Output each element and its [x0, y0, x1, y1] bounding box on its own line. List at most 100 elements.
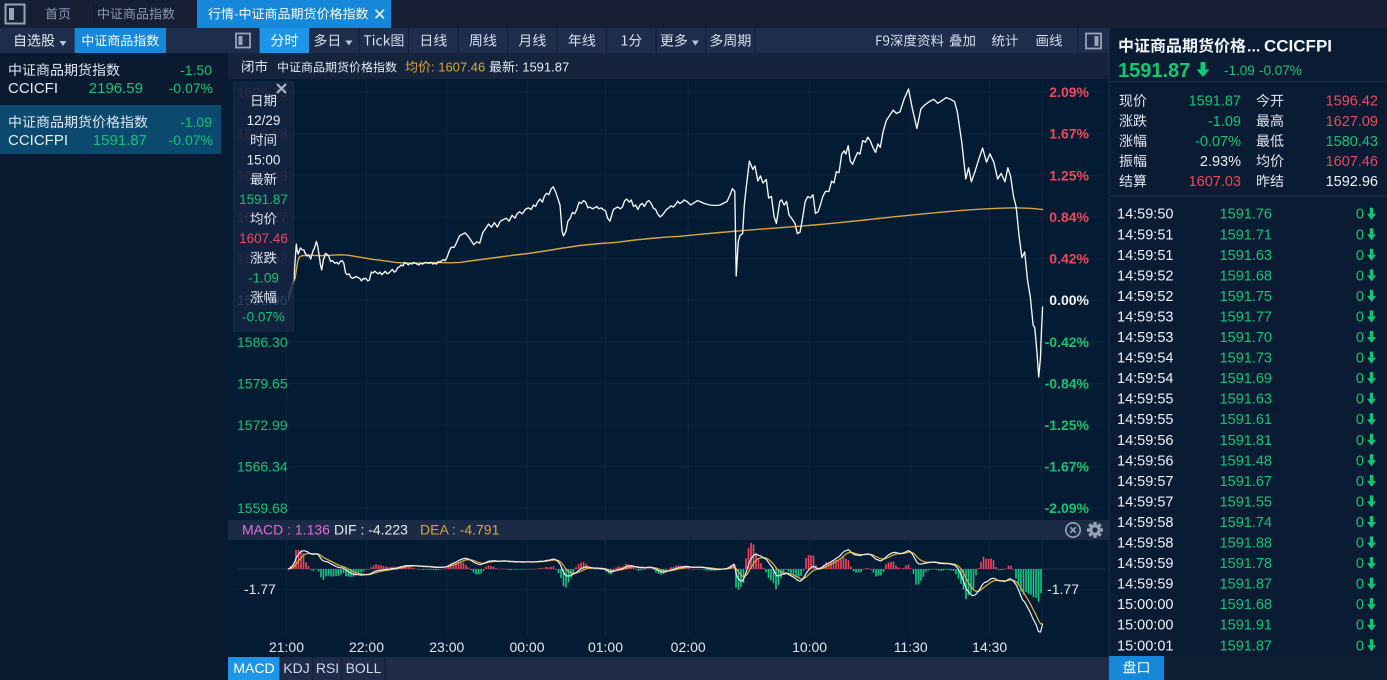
svg-text:0: 0 — [1356, 207, 1364, 223]
svg-text:0: 0 — [1356, 638, 1364, 654]
svg-text:12/29: 12/29 — [247, 113, 281, 128]
svg-text:-1.77: -1.77 — [1047, 581, 1079, 597]
svg-text:14:59:56: 14:59:56 — [1117, 453, 1173, 469]
svg-text:14:59:51: 14:59:51 — [1117, 248, 1173, 264]
svg-text:1591.81: 1591.81 — [1220, 433, 1272, 449]
svg-text:14:59:53: 14:59:53 — [1117, 330, 1173, 346]
svg-text:14:30: 14:30 — [972, 639, 1007, 655]
svg-text:11:30: 11:30 — [894, 639, 928, 655]
svg-text:-0.07%: -0.07% — [1195, 134, 1241, 150]
svg-text:1607.46: 1607.46 — [239, 231, 288, 246]
svg-text:-0.84%: -0.84% — [1045, 375, 1090, 391]
svg-text:MACD : 1.136: MACD : 1.136 — [242, 522, 330, 538]
svg-text:CCICFI: CCICFI — [8, 80, 58, 97]
svg-text:22:00: 22:00 — [349, 639, 384, 655]
svg-text:14:59:52: 14:59:52 — [1117, 289, 1173, 305]
svg-text:15:00:01: 15:00:01 — [1117, 638, 1173, 654]
svg-text:RSI: RSI — [316, 660, 339, 676]
svg-text:14:59:58: 14:59:58 — [1117, 536, 1173, 552]
svg-text:23:00: 23:00 — [429, 639, 464, 655]
svg-text:1591.87: 1591.87 — [1118, 60, 1190, 82]
svg-text:: 1607.46: : 1607.46 — [431, 60, 485, 75]
svg-text:0: 0 — [1356, 597, 1364, 613]
svg-text:1591.87: 1591.87 — [1220, 577, 1272, 593]
svg-text:0.00%: 0.00% — [1049, 292, 1089, 308]
svg-text:MACD: MACD — [233, 660, 274, 676]
svg-text:-0.07%: -0.07% — [242, 310, 285, 325]
svg-text:1591.91: 1591.91 — [1220, 618, 1272, 634]
svg-text:0: 0 — [1356, 556, 1364, 572]
svg-text:21:00: 21:00 — [269, 639, 304, 655]
svg-text:0: 0 — [1356, 392, 1364, 408]
svg-text:-1.25%: -1.25% — [1045, 417, 1090, 433]
svg-text:...: ... — [1247, 39, 1260, 56]
svg-text:14:59:54: 14:59:54 — [1117, 351, 1173, 367]
svg-text:1572.99: 1572.99 — [237, 417, 288, 433]
svg-text:14:59:57: 14:59:57 — [1117, 474, 1173, 490]
svg-text:14:59:59: 14:59:59 — [1117, 577, 1173, 593]
svg-text:2196.59: 2196.59 — [89, 80, 143, 97]
svg-text:2.93%: 2.93% — [1200, 154, 1241, 170]
svg-text:1607.03: 1607.03 — [1189, 174, 1241, 190]
svg-text:0: 0 — [1356, 289, 1364, 305]
svg-text:1566.34: 1566.34 — [237, 459, 288, 475]
svg-text:1591.70: 1591.70 — [1220, 330, 1272, 346]
svg-text:-1.77: -1.77 — [244, 581, 276, 597]
svg-text:1591.78: 1591.78 — [1220, 556, 1272, 572]
svg-text:-1.09: -1.09 — [248, 270, 279, 285]
svg-text:1596.42: 1596.42 — [1326, 94, 1378, 110]
svg-text:0: 0 — [1356, 618, 1364, 634]
svg-text:1591.61: 1591.61 — [1220, 412, 1272, 428]
svg-text:00:00: 00:00 — [509, 639, 544, 655]
svg-text:1591.88: 1591.88 — [1220, 536, 1272, 552]
svg-text:0: 0 — [1356, 309, 1364, 325]
svg-text:15:00:00: 15:00:00 — [1117, 618, 1173, 634]
svg-text:01:00: 01:00 — [588, 639, 623, 655]
svg-text:-1.67%: -1.67% — [1045, 459, 1090, 475]
svg-text:BOLL: BOLL — [346, 660, 382, 676]
svg-text:CCICFPI: CCICFPI — [8, 132, 68, 149]
svg-text:0: 0 — [1356, 268, 1364, 284]
svg-text:0: 0 — [1356, 453, 1364, 469]
svg-text:-0.42%: -0.42% — [1045, 334, 1090, 350]
svg-text:0.42%: 0.42% — [1049, 251, 1089, 267]
svg-text:1591.77: 1591.77 — [1220, 309, 1272, 325]
svg-text:10:00: 10:00 — [792, 639, 827, 655]
svg-text:2.09%: 2.09% — [1049, 84, 1089, 100]
svg-text:0: 0 — [1356, 515, 1364, 531]
svg-text:14:59:54: 14:59:54 — [1117, 371, 1173, 387]
svg-text:14:59:57: 14:59:57 — [1117, 494, 1173, 510]
svg-text:1591.48: 1591.48 — [1220, 453, 1272, 469]
svg-text:1580.43: 1580.43 — [1326, 134, 1378, 150]
svg-text:1591.87: 1591.87 — [1189, 94, 1241, 110]
svg-text:KDJ: KDJ — [283, 660, 309, 676]
svg-text:1591.74: 1591.74 — [1220, 515, 1272, 531]
svg-text:14:59:50: 14:59:50 — [1117, 207, 1173, 223]
svg-text:0: 0 — [1356, 412, 1364, 428]
svg-text:0: 0 — [1356, 351, 1364, 367]
svg-text:1.67%: 1.67% — [1049, 126, 1089, 142]
svg-text:0: 0 — [1356, 474, 1364, 490]
svg-text:1579.65: 1579.65 — [237, 375, 288, 391]
svg-text:-1.50: -1.50 — [180, 62, 212, 78]
svg-text:14:59:52: 14:59:52 — [1117, 268, 1173, 284]
svg-text:CCICFPI: CCICFPI — [1264, 37, 1332, 56]
svg-text:1586.30: 1586.30 — [237, 334, 288, 350]
svg-text:1591.71: 1591.71 — [1220, 227, 1272, 243]
svg-text:1591.73: 1591.73 — [1220, 351, 1272, 367]
svg-text:1591.69: 1591.69 — [1220, 371, 1272, 387]
svg-text:1.25%: 1.25% — [1049, 167, 1089, 183]
svg-text:0: 0 — [1356, 330, 1364, 346]
svg-text:DEA : -4.791: DEA : -4.791 — [420, 522, 500, 538]
svg-text:14:59:55: 14:59:55 — [1117, 412, 1173, 428]
svg-text:15:00: 15:00 — [247, 152, 281, 167]
svg-text:1591.75: 1591.75 — [1220, 289, 1272, 305]
svg-text:0: 0 — [1356, 536, 1364, 552]
svg-text:-0.07%: -0.07% — [169, 132, 213, 148]
svg-text:1559.68: 1559.68 — [237, 500, 288, 516]
svg-text:14:59:51: 14:59:51 — [1117, 227, 1173, 243]
svg-text:1591.68: 1591.68 — [1220, 597, 1272, 613]
svg-text:0: 0 — [1356, 248, 1364, 264]
svg-text:1591.87: 1591.87 — [239, 192, 288, 207]
svg-text:14:59:59: 14:59:59 — [1117, 556, 1173, 572]
